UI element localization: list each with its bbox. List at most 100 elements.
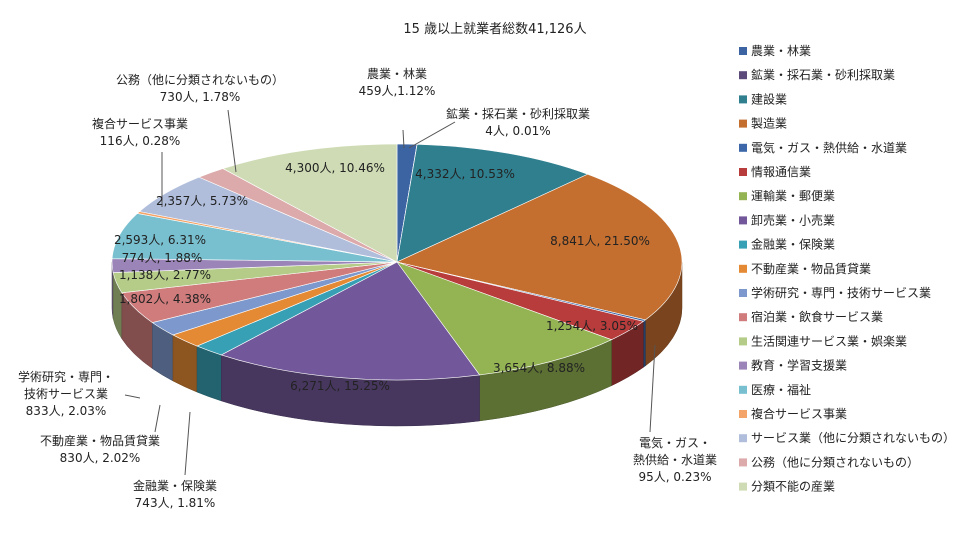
legend-label: 不動産業・物品賃貸業: [751, 261, 871, 276]
legend-swatch: [739, 264, 747, 273]
data-label-value: 1,138人, 2.77%: [119, 268, 211, 282]
data-label-name: 学術研究・専門・: [18, 369, 114, 384]
data-label-name: 公務（他に分類されないもの）: [116, 73, 284, 87]
legend-swatch: [739, 482, 747, 491]
legend-label: 建設業: [751, 91, 787, 106]
legend-item-製造業: 製造業: [739, 117, 787, 131]
data-label-name: 鉱業・採石業・砂利採取業: [446, 106, 590, 121]
data-label-卸売業-小売業: 6,271人, 15.25%: [290, 379, 390, 393]
data-label-value: 8,841人, 21.50%: [550, 234, 650, 248]
leader-line: [184, 411, 191, 476]
legend-label: 学術研究・専門・技術サービス業: [751, 285, 931, 300]
data-label-分類不能の産業: 4,300人, 10.46%: [285, 161, 385, 175]
legend-item-運輸業-郵便業: 運輸業・郵便業: [739, 188, 835, 203]
data-label-name: 金融業・保険業: [133, 478, 217, 493]
legend-item-鉱業-採石業-砂利採取業: 鉱業・採石業・砂利採取業: [739, 67, 895, 82]
data-label-name: 農業・林業: [367, 67, 427, 81]
legend-swatch: [739, 47, 747, 55]
data-label-value: 4人, 0.01%: [485, 124, 550, 138]
legend-item-金融業-保険業: 金融業・保険業: [739, 237, 835, 252]
legend-label: 卸売業・小売業: [751, 212, 835, 227]
legend-swatch: [739, 192, 747, 201]
legend-label: 医療・福祉: [751, 382, 811, 397]
pie-slice-医療-福祉: [111, 213, 398, 263]
data-label-value: 116人, 0.28%: [100, 134, 181, 148]
legend: 農業・林業鉱業・採石業・砂利採取業建設業製造業電気・ガス・熱供給・水道業情報通信…: [739, 44, 955, 494]
data-label-name: 電気・ガス・: [639, 435, 711, 450]
leader-line: [402, 129, 405, 149]
legend-item-学術研究-専門-技術サービス業: 学術研究・専門・技術サービス業: [739, 285, 931, 300]
data-label-value: 459人,1.12%: [359, 84, 436, 98]
data-labels: 農業・林業 459人,1.12% 鉱業・採石業・砂利採取業 4人, 0.01% 4,33…: [18, 67, 717, 510]
data-label-公務-他に分類されないもの: 公務（他に分類されないもの） 730人, 1.78%: [116, 73, 284, 173]
legend-item-宿泊業-飲食サービス業: 宿泊業・飲食サービス業: [739, 309, 883, 324]
legend-label: 教育・学習支援業: [751, 358, 847, 373]
data-label-不動産業-物品賃貸業: 不動産業・物品賃貸業 830人, 2.02%: [40, 404, 161, 465]
legend-swatch: [739, 143, 747, 152]
legend-swatch: [739, 434, 747, 443]
leader-line: [227, 109, 237, 173]
data-label-サービス業-他に分類されないもの: 2,357人, 5.73%: [156, 194, 248, 208]
pie-slice-分類不能の産業: [222, 143, 398, 263]
data-label-農業-林業: 農業・林業 459人,1.12%: [359, 67, 436, 149]
data-label-value: 830人, 2.02%: [60, 451, 141, 465]
legend-label: 宿泊業・飲食サービス業: [751, 309, 883, 324]
legend-item-生活関連サービス業-娯楽業: 生活関連サービス業・娯楽業: [739, 334, 907, 348]
legend-swatch: [739, 458, 747, 467]
data-label-value: 730人, 1.78%: [160, 90, 241, 104]
data-label-value: 3,654人, 8.88%: [493, 361, 585, 375]
chart-title: 15 歳以上就業者総数41,126人: [403, 21, 586, 37]
data-label-name: 技術サービス業: [24, 387, 108, 401]
data-label-情報通信業: 1,254人, 3.05%: [546, 319, 638, 333]
legend-item-複合サービス事業: 複合サービス事業: [739, 406, 847, 421]
legend-label: 情報通信業: [751, 165, 811, 179]
legend-swatch: [739, 168, 747, 176]
data-label-金融業-保険業: 金融業・保険業 743人, 1.81%: [133, 411, 217, 510]
data-label-建設業: 4,332人, 10.53%: [415, 167, 515, 181]
legend-label: 鉱業・採石業・砂利採取業: [751, 67, 895, 82]
legend-item-農業-林業: 農業・林業: [739, 44, 811, 58]
data-label-教育-学習支援業: 774人, 1.88%: [122, 251, 203, 265]
leader-line: [154, 404, 161, 433]
data-label-value: 1,254人, 3.05%: [546, 319, 638, 333]
legend-item-医療-福祉: 医療・福祉: [739, 382, 811, 397]
legend-label: 分類不能の産業: [751, 479, 835, 494]
data-label-value: 774人, 1.88%: [122, 251, 203, 265]
data-label-value: 4,300人, 10.46%: [285, 161, 385, 175]
legend-label: 製造業: [751, 117, 787, 131]
legend-swatch: [739, 119, 747, 128]
legend-label: 公務（他に分類されないもの）: [751, 455, 919, 469]
legend-swatch: [739, 361, 747, 370]
legend-item-不動産業-物品賃貸業: 不動産業・物品賃貸業: [739, 261, 871, 276]
legend-item-教育-学習支援業: 教育・学習支援業: [739, 358, 847, 373]
legend-item-建設業: 建設業: [739, 91, 787, 106]
legend-swatch: [739, 289, 747, 297]
data-label-name: 不動産業・物品賃貸業: [40, 433, 160, 448]
data-label-value: 2,593人, 6.31%: [114, 233, 206, 247]
legend-item-情報通信業: 情報通信業: [739, 165, 811, 179]
legend-label: サービス業（他に分類されないもの）: [751, 431, 955, 445]
pie-side-金融業-保険業: [196, 345, 222, 402]
data-label-運輸業-郵便業: 3,654人, 8.88%: [493, 361, 585, 375]
data-label-name: 複合サービス事業: [92, 116, 188, 131]
pie-slice-製造業: [396, 173, 683, 321]
pie-side-電気-ガス-熱供給-水道業: [643, 319, 646, 368]
legend-item-電気-ガス-熱供給-水道業: 電気・ガス・熱供給・水道業: [739, 140, 907, 155]
data-label-value: 1,802人, 4.38%: [119, 292, 211, 306]
legend-label: 運輸業・郵便業: [751, 188, 835, 203]
leader-line: [124, 394, 141, 399]
legend-item-分類不能の産業: 分類不能の産業: [739, 479, 835, 494]
legend-item-サービス業-他に分類されないもの: サービス業（他に分類されないもの）: [739, 431, 955, 445]
leader-line: [408, 121, 456, 149]
leader-line: [649, 344, 656, 433]
data-label-value: 833人, 2.03%: [26, 404, 107, 418]
data-label-医療-福祉: 2,593人, 6.31%: [114, 233, 206, 247]
data-label-鉱業-採石業-砂利採取業: 鉱業・採石業・砂利採取業 4人, 0.01%: [408, 106, 590, 149]
legend-swatch: [739, 410, 747, 418]
legend-item-公務-他に分類されないもの: 公務（他に分類されないもの）: [739, 455, 919, 469]
data-label-value: 743人, 1.81%: [135, 496, 216, 510]
data-label-name: 熱供給・水道業: [633, 453, 717, 467]
pie-slice-卸売業-小売業: [220, 261, 481, 381]
data-label-生活関連サービス業-娯楽業: 1,138人, 2.77%: [119, 268, 211, 282]
